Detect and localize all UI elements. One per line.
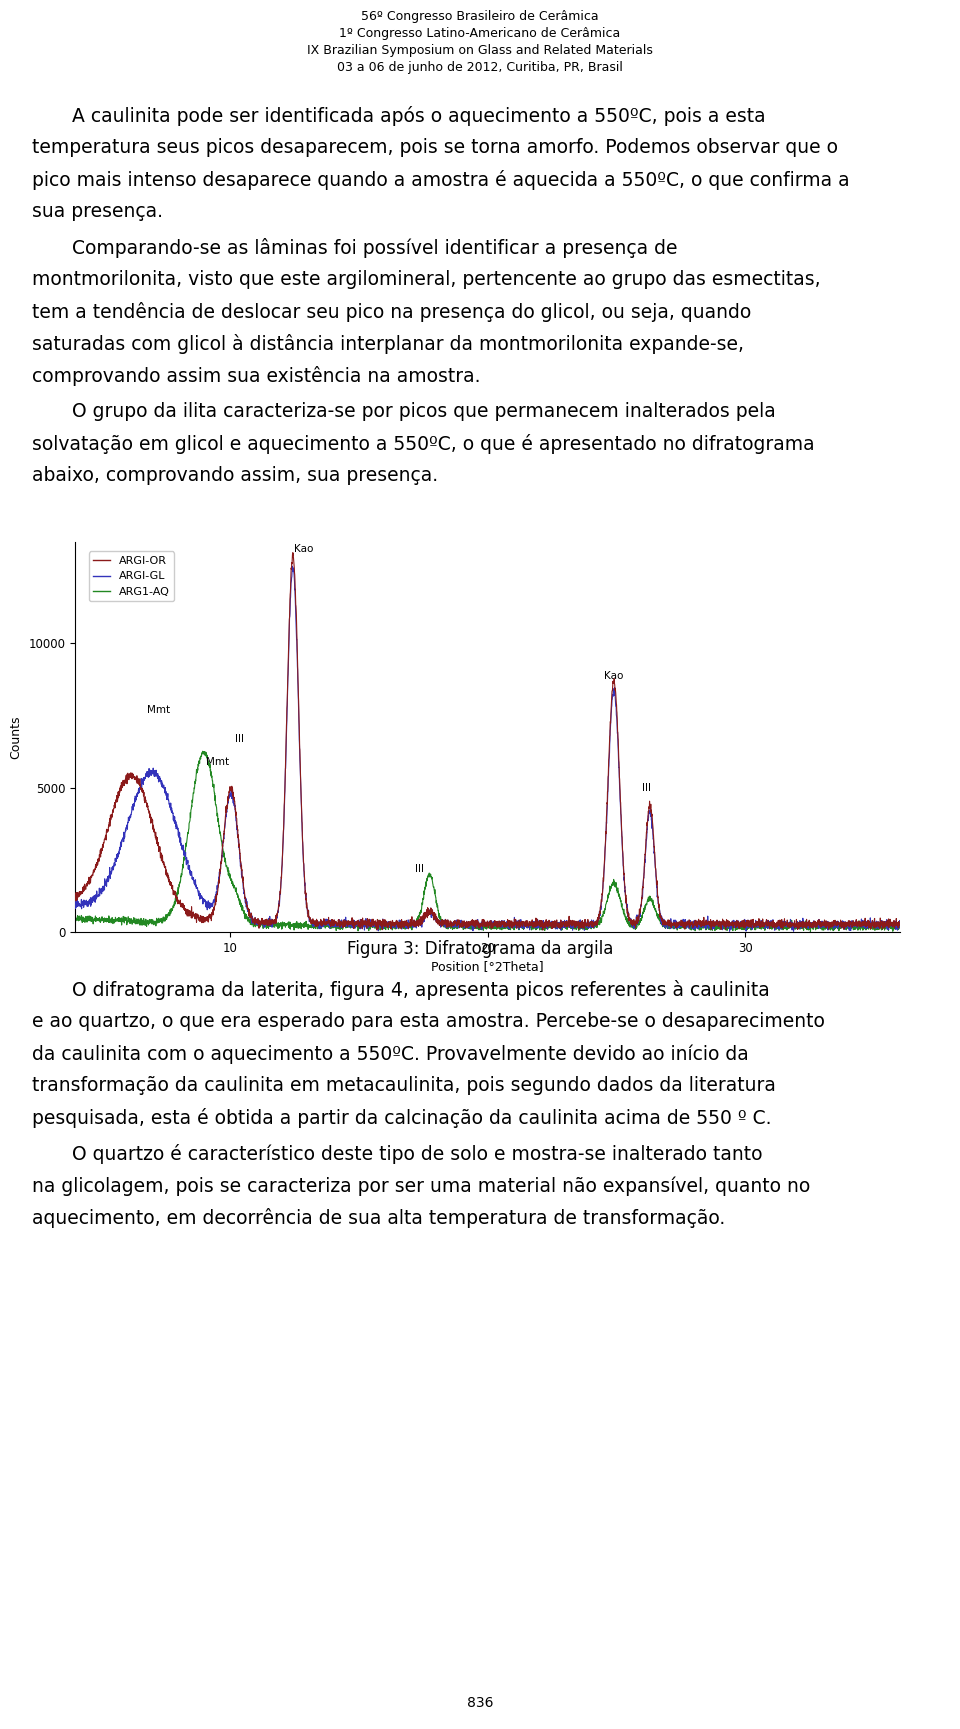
Text: pesquisada, esta é obtida a partir da calcinação da caulinita acima de 550 º C.: pesquisada, esta é obtida a partir da ca… (32, 1108, 772, 1127)
Text: Comparando-se as lâminas foi possível identificar a presença de: Comparando-se as lâminas foi possível id… (72, 239, 678, 258)
Text: 03 a 06 de junho de 2012, Curitiba, PR, Brasil: 03 a 06 de junho de 2012, Curitiba, PR, … (337, 61, 623, 74)
Text: O quartzo é característico deste tipo de solo e mostra-se inalterado tanto: O quartzo é característico deste tipo de… (72, 1145, 762, 1164)
Text: tem a tendência de deslocar seu pico na presença do glicol, ou seja, quando: tem a tendência de deslocar seu pico na … (32, 303, 752, 322)
Text: Kao: Kao (294, 543, 314, 553)
Text: na glicolagem, pois se caracteriza por ser uma material não expansível, quanto n: na glicolagem, pois se caracteriza por s… (32, 1176, 810, 1195)
Text: A caulinita pode ser identificada após o aquecimento a 550ºC, pois a esta: A caulinita pode ser identificada após o… (72, 105, 766, 126)
Text: da caulinita com o aquecimento a 550ºC. Provavelmente devido ao início da: da caulinita com o aquecimento a 550ºC. … (32, 1044, 749, 1063)
Text: solvatação em glicol e aquecimento a 550ºC, o que é apresentado no difratograma: solvatação em glicol e aquecimento a 550… (32, 434, 815, 455)
Text: Ill: Ill (416, 864, 424, 875)
Text: 56º Congresso Brasileiro de Cerâmica: 56º Congresso Brasileiro de Cerâmica (361, 10, 599, 22)
Text: Figura 3: Difratograma da argila: Figura 3: Difratograma da argila (347, 941, 613, 958)
Text: Ill: Ill (235, 735, 244, 743)
Legend: ARGI-OR, ARGI-GL, ARG1-AQ: ARGI-OR, ARGI-GL, ARG1-AQ (89, 552, 174, 602)
Text: temperatura seus picos desaparecem, pois se torna amorfo. Podemos observar que o: temperatura seus picos desaparecem, pois… (32, 138, 838, 157)
Text: abaixo, comprovando assim, sua presença.: abaixo, comprovando assim, sua presença. (32, 467, 438, 486)
Text: comprovando assim sua existência na amostra.: comprovando assim sua existência na amos… (32, 367, 481, 386)
Text: O difratograma da laterita, figura 4, apresenta picos referentes à caulinita: O difratograma da laterita, figura 4, ap… (72, 980, 770, 999)
Y-axis label: Counts: Counts (10, 716, 23, 759)
Text: saturadas com glicol à distância interplanar da montmorilonita expande-se,: saturadas com glicol à distância interpl… (32, 334, 744, 354)
Text: Mmt: Mmt (206, 757, 229, 768)
Text: aquecimento, em decorrência de sua alta temperatura de transformação.: aquecimento, em decorrência de sua alta … (32, 1209, 725, 1228)
Text: sua presença.: sua presença. (32, 202, 163, 221)
Text: montmorilonita, visto que este argilomineral, pertencente ao grupo das esmectita: montmorilonita, visto que este argilomin… (32, 270, 821, 289)
Text: e ao quartzo, o que era esperado para esta amostra. Percebe-se o desaparecimento: e ao quartzo, o que era esperado para es… (32, 1011, 825, 1030)
Text: pico mais intenso desaparece quando a amostra é aquecida a 550ºC, o que confirma: pico mais intenso desaparece quando a am… (32, 169, 850, 190)
Text: Kao: Kao (604, 671, 623, 681)
Text: 1º Congresso Latino-Americano de Cerâmica: 1º Congresso Latino-Americano de Cerâmic… (340, 28, 620, 40)
Text: transformação da caulinita em metacaulinita, pois segundo dados da literatura: transformação da caulinita em metacaulin… (32, 1075, 776, 1094)
Text: IX Brazilian Symposium on Glass and Related Materials: IX Brazilian Symposium on Glass and Rela… (307, 43, 653, 57)
Text: Ill: Ill (642, 783, 651, 794)
Text: Mmt: Mmt (147, 705, 170, 716)
Text: 836: 836 (467, 1696, 493, 1710)
X-axis label: Position [°2Theta]: Position [°2Theta] (431, 960, 543, 973)
Text: O grupo da ilita caracteriza-se por picos que permanecem inalterados pela: O grupo da ilita caracteriza-se por pico… (72, 403, 776, 420)
